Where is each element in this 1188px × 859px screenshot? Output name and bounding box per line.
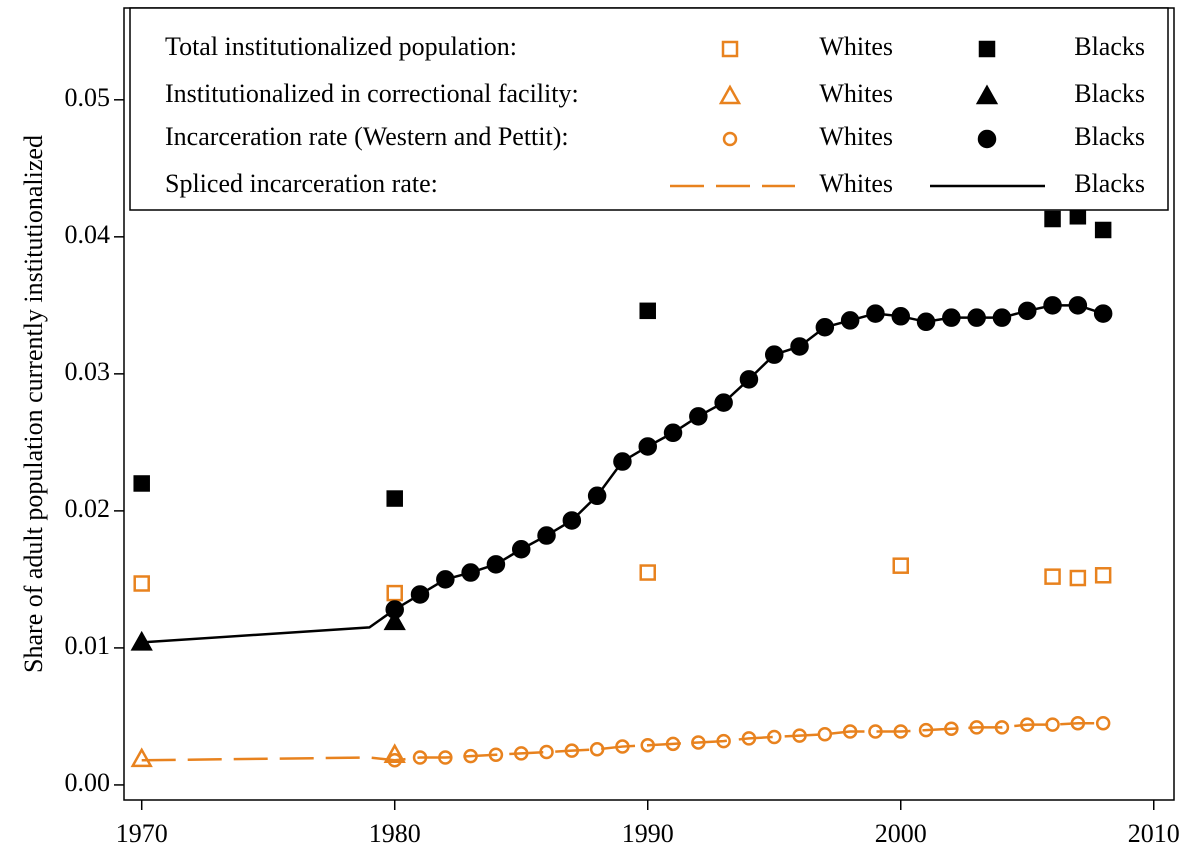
legend-marker xyxy=(975,84,999,105)
data-point xyxy=(1044,210,1061,228)
x-tick-label: 2010 xyxy=(1128,819,1180,848)
data-point xyxy=(639,302,656,320)
data-point xyxy=(1094,567,1112,584)
legend-entry: Blacks xyxy=(1074,122,1145,151)
legend-entry: Blacks xyxy=(1074,32,1145,61)
legend-marker xyxy=(978,40,996,58)
y-tick-label: 0.03 xyxy=(65,357,111,386)
data-point xyxy=(892,557,909,574)
x-tick-label: 1970 xyxy=(116,819,168,848)
data-point xyxy=(133,475,150,492)
legend-group-label: Institutionalized in correctional facili… xyxy=(165,79,579,108)
legend-marker xyxy=(977,129,997,149)
x-tick-label: 2000 xyxy=(875,819,927,848)
data-point xyxy=(133,575,150,592)
y-tick-label: 0.02 xyxy=(65,494,111,523)
y-tick-label: 0.05 xyxy=(65,83,111,112)
data-point xyxy=(383,610,406,631)
data-point xyxy=(1044,568,1061,585)
y-tick-label: 0.01 xyxy=(65,631,111,660)
data-point xyxy=(130,747,153,768)
x-tick-label: 1990 xyxy=(622,819,674,848)
legend-entry: Blacks xyxy=(1074,169,1145,198)
data-point xyxy=(386,490,403,507)
data-point xyxy=(639,564,656,581)
series-line xyxy=(141,722,1104,762)
legend-group-label: Spliced incarceration rate: xyxy=(165,169,438,198)
data-point xyxy=(817,726,833,742)
y-tick-label: 0.04 xyxy=(65,220,111,249)
legend-marker xyxy=(722,131,738,147)
legend-entry: Whites xyxy=(819,122,893,151)
data-point xyxy=(1094,221,1112,239)
legend-entry: Whites xyxy=(819,32,893,61)
data-point xyxy=(1095,716,1111,731)
legend-group-label: Incarceration rate (Western and Pettit): xyxy=(165,122,569,151)
data-point xyxy=(1045,717,1060,732)
y-axis-label: Share of adult population currently inst… xyxy=(19,135,48,673)
data-point xyxy=(383,743,406,764)
data-point xyxy=(1069,569,1087,587)
data-point xyxy=(386,584,403,602)
legend-entry: Whites xyxy=(819,79,893,108)
legend-entry: Blacks xyxy=(1074,79,1145,108)
legend-marker xyxy=(718,84,742,105)
legend-marker xyxy=(721,40,739,58)
legend-group-label: Total institutionalized population: xyxy=(165,32,517,61)
series-line xyxy=(141,304,1104,644)
legend-entry: Whites xyxy=(819,169,893,198)
data-point xyxy=(1069,208,1087,225)
y-tick-label: 0.00 xyxy=(65,768,111,797)
x-tick-label: 1980 xyxy=(369,819,421,848)
